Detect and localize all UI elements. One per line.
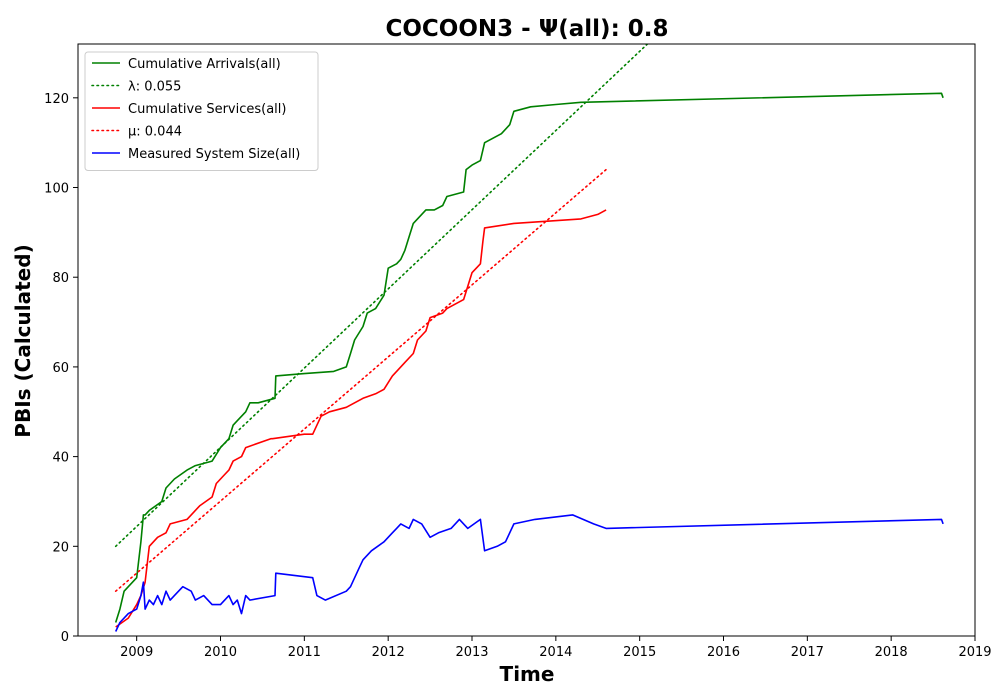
x-tick-label-5: 2014 (539, 645, 572, 660)
series-line-4 (114, 168, 607, 593)
series-line-2 (114, 44, 649, 548)
y-tick-label-5: 100 (44, 182, 69, 197)
legend-label-4: μ: 0.044 (128, 125, 182, 140)
x-tick-label-9: 2018 (875, 645, 908, 660)
ticks-layer: 2009 2010 2011 2012 2013 2014 2015 2016 2017 2018… (44, 92, 991, 660)
x-tick-label-0: 2009 (120, 645, 153, 660)
y-tick-label-1: 20 (52, 540, 69, 555)
x-tick-label-2: 2011 (288, 645, 321, 660)
series-layer (114, 44, 944, 632)
legend: Cumulative Arrivals(all) λ: 0.055 Cumulati… (84, 51, 319, 171)
x-tick-label-4: 2013 (455, 645, 488, 660)
plot-frame (77, 43, 976, 637)
legend-label-3: Cumulative Services(all) (128, 102, 286, 117)
y-tick-label-4: 80 (52, 271, 69, 286)
y-axis-title: PBIs (Calculated) (11, 244, 35, 437)
x-tick-label-8: 2017 (791, 645, 824, 660)
x-tick-label-3: 2012 (372, 645, 405, 660)
legend-label-5: Measured System Size(all) (128, 147, 300, 162)
legend-label-1: Cumulative Arrivals(all) (128, 57, 281, 72)
y-tick-label-0: 0 (61, 630, 69, 645)
x-axis-title: Time (500, 662, 555, 686)
series-line-5 (114, 514, 944, 632)
legend-box (84, 51, 319, 171)
y-tick-label-3: 60 (52, 361, 69, 376)
x-tick-label-6: 2015 (623, 645, 656, 660)
legend-label-2: λ: 0.055 (128, 80, 181, 95)
chart-title: COCOON3 - Ψ(all): 0.8 (385, 16, 668, 42)
series-line-1 (114, 92, 944, 623)
x-tick-label-1: 2010 (204, 645, 237, 660)
y-tick-label-2: 40 (52, 451, 69, 466)
series-line-3 (115, 209, 607, 628)
x-tick-label-7: 2016 (707, 645, 740, 660)
x-tick-label-10: 2019 (958, 645, 991, 660)
y-tick-label-6: 120 (44, 92, 69, 107)
